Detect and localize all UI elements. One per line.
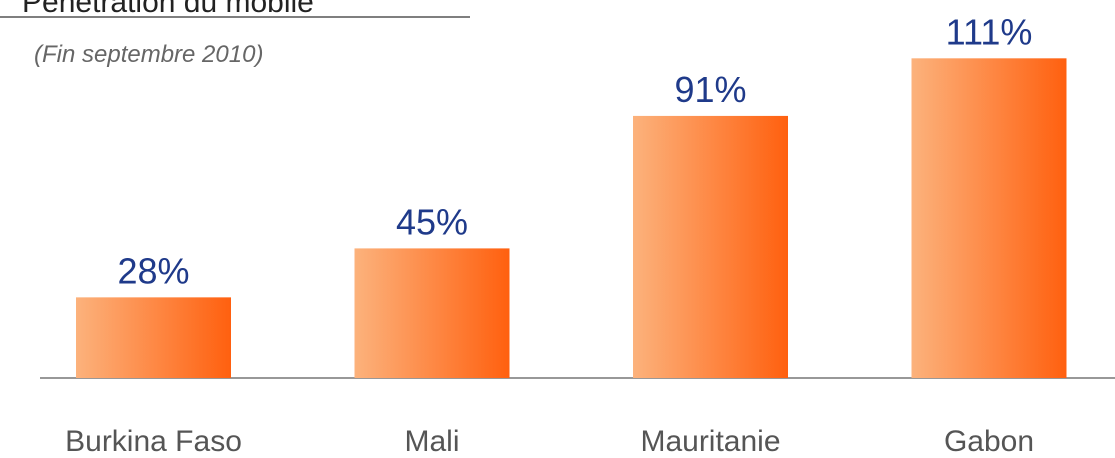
- value-label: 91%: [674, 69, 746, 110]
- value-label: 28%: [117, 250, 189, 291]
- bar: [911, 58, 1067, 378]
- value-label: 111%: [946, 11, 1033, 52]
- chart-subtitle: (Fin septembre 2010): [34, 41, 263, 68]
- x-tick-label: Burkina Faso: [65, 425, 242, 458]
- bar: [354, 248, 510, 378]
- x-tick-label: Mali: [404, 425, 459, 458]
- bar: [76, 297, 231, 378]
- x-tick-label: Gabon: [944, 425, 1034, 458]
- x-tick-label: Mauritanie: [640, 425, 780, 458]
- chart-title: Pénétration du mobile: [22, 0, 314, 19]
- value-label: 45%: [396, 201, 468, 242]
- bar: [633, 115, 788, 379]
